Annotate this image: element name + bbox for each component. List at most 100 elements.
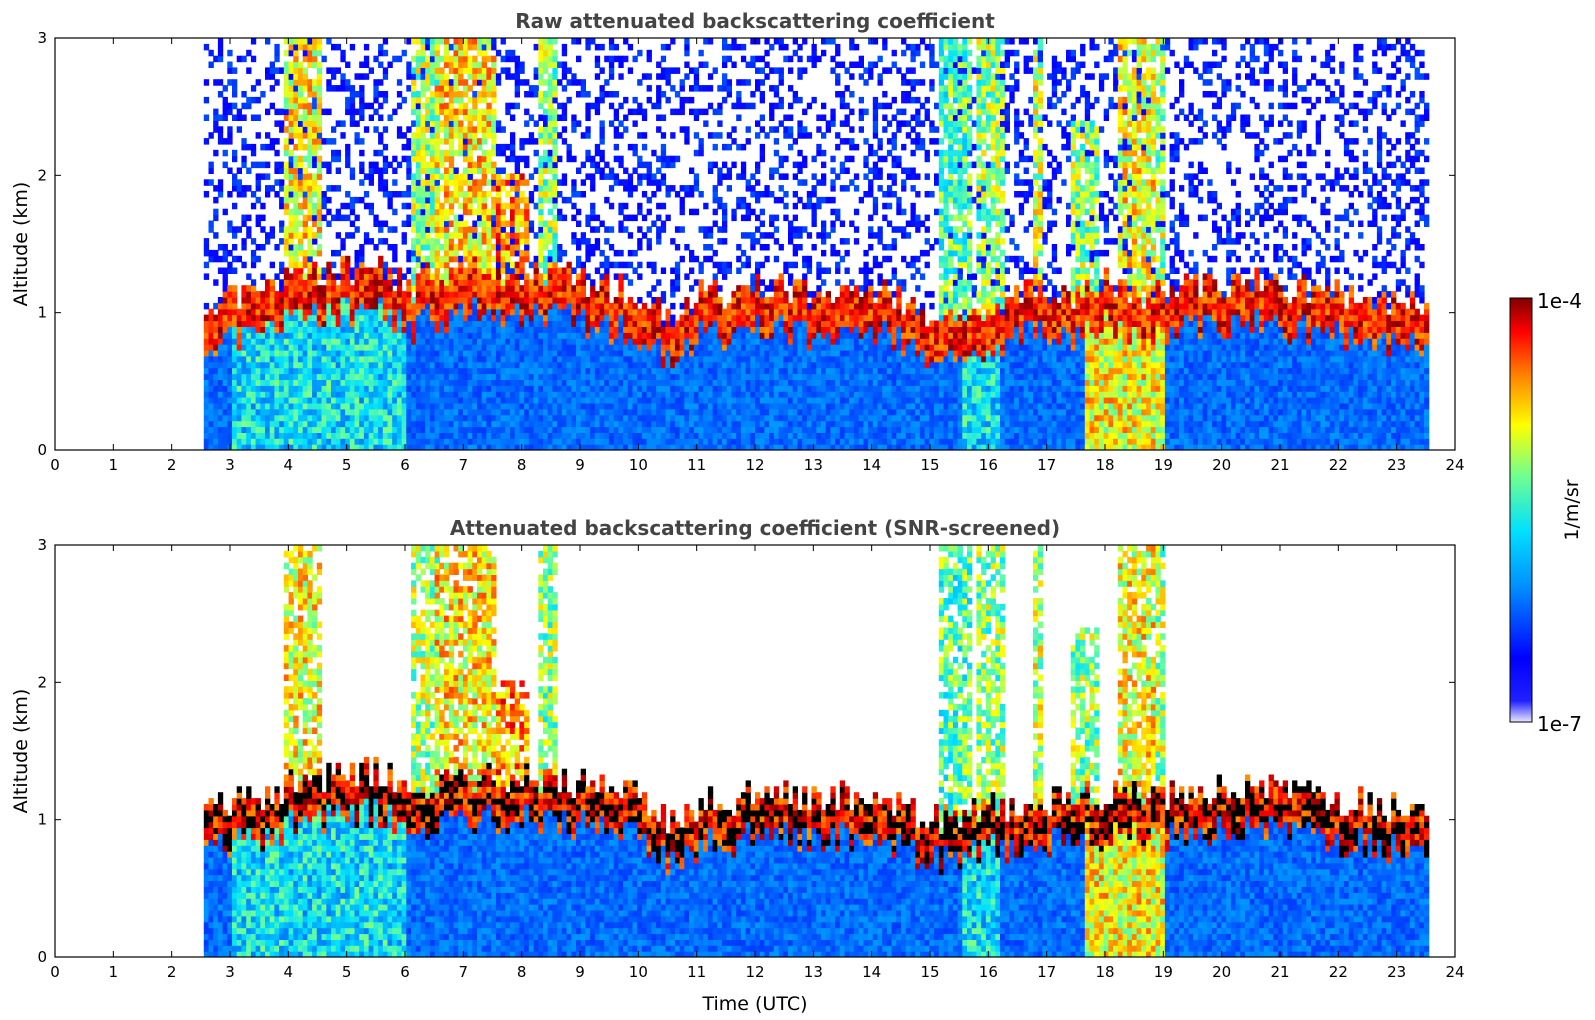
heatmap-cell [580,179,586,186]
heatmap-cell [500,55,506,63]
heatmap-cell [477,244,483,251]
heatmap-cell [406,355,412,363]
heatmap-cell [462,314,469,322]
heatmap-cell [439,397,445,404]
heatmap-cell [345,355,351,363]
heatmap-cell [387,426,393,433]
heatmap-cell [345,279,351,286]
heatmap-cell [585,344,591,351]
heatmap-cell [543,38,549,45]
heatmap-cell [425,261,431,269]
heatmap-cell [552,79,558,86]
heatmap-cell [524,226,530,233]
heatmap-cell [354,214,360,222]
heatmap-cell [241,297,247,304]
heatmap-cell [368,179,374,186]
heatmap-cell [547,167,553,174]
heatmap-cell [510,338,516,345]
heatmap-cell [543,391,549,398]
heatmap-cell [627,143,634,151]
heatmap-cell [279,320,285,327]
heatmap-cell [203,344,210,351]
heatmap-cell [453,344,459,351]
heatmap-cell [594,367,601,375]
heatmap-cell [392,279,398,286]
heatmap-cell [232,444,238,450]
heatmap-cell [533,291,539,298]
heatmap-cell [566,444,572,450]
heatmap-cell [406,414,412,422]
heatmap-cell [684,379,690,386]
heatmap-cell [401,143,407,151]
heatmap-cell [203,261,210,269]
heatmap-cell [420,149,426,157]
heatmap-cell [246,355,252,363]
heatmap-cell [467,408,473,416]
heatmap-cell [495,173,502,180]
heatmap-cell [604,444,610,450]
heatmap-cell [312,267,318,274]
heatmap-cell [566,344,572,351]
heatmap-cell [660,114,667,121]
heatmap-cell [411,285,417,292]
heatmap-cell [368,238,374,245]
heatmap-cell [429,202,436,210]
heatmap-cell [222,420,228,428]
heatmap-cell [406,320,412,327]
heatmap-cell [538,302,544,310]
heatmap-cell [307,208,313,216]
heatmap-cell [670,108,676,116]
heatmap-cell [265,444,271,450]
heatmap-cell [439,120,445,127]
heatmap-cell [382,367,389,375]
heatmap-cell [467,155,473,163]
heatmap-cell [288,179,294,186]
heatmap-cell [495,420,502,428]
heatmap-cell [213,338,219,345]
heatmap-cell [684,420,690,428]
heatmap-cell [604,91,610,98]
heatmap-cell [274,402,280,410]
heatmap-cell [283,249,290,257]
heatmap-cell [260,344,266,351]
heatmap-cell [604,361,610,369]
heatmap-cell [340,444,346,450]
heatmap-cell [401,297,407,304]
heatmap-cell [415,426,422,433]
heatmap-cell [467,202,473,210]
heatmap-cell [651,391,657,398]
heatmap-cell [477,179,483,186]
heatmap-cell [387,444,393,450]
heatmap-cell [345,96,351,104]
heatmap-cell [420,73,426,80]
heatmap-cell [312,185,318,192]
heatmap-cell [458,43,464,51]
heatmap-cell [590,349,596,357]
heatmap-cell [302,426,308,433]
heatmap-cell [316,220,323,227]
heatmap-cell [500,149,506,157]
heatmap-cell [444,438,450,445]
heatmap-cell [651,426,657,433]
heatmap-cell [608,444,615,450]
heatmap-cell [321,308,327,316]
heatmap-cell [618,420,624,428]
heatmap-cell [236,226,242,233]
heatmap-cell [434,432,440,439]
heatmap-cell [448,149,455,157]
heatmap-cell [349,114,356,121]
heatmap-cell [425,238,431,245]
heatmap-cell [670,320,676,327]
heatmap-cell [547,55,553,63]
heatmap-cell [557,314,563,322]
heatmap-cell [566,402,572,410]
heatmap-cell [213,114,219,121]
heatmap-cell [543,302,549,310]
heatmap-cell [425,120,431,127]
heatmap-cell [641,444,648,450]
heatmap-cell [260,438,266,445]
heatmap-cell [684,49,690,57]
heatmap-cell [411,420,417,428]
heatmap-cell [599,408,605,416]
heatmap-cell [236,108,242,116]
